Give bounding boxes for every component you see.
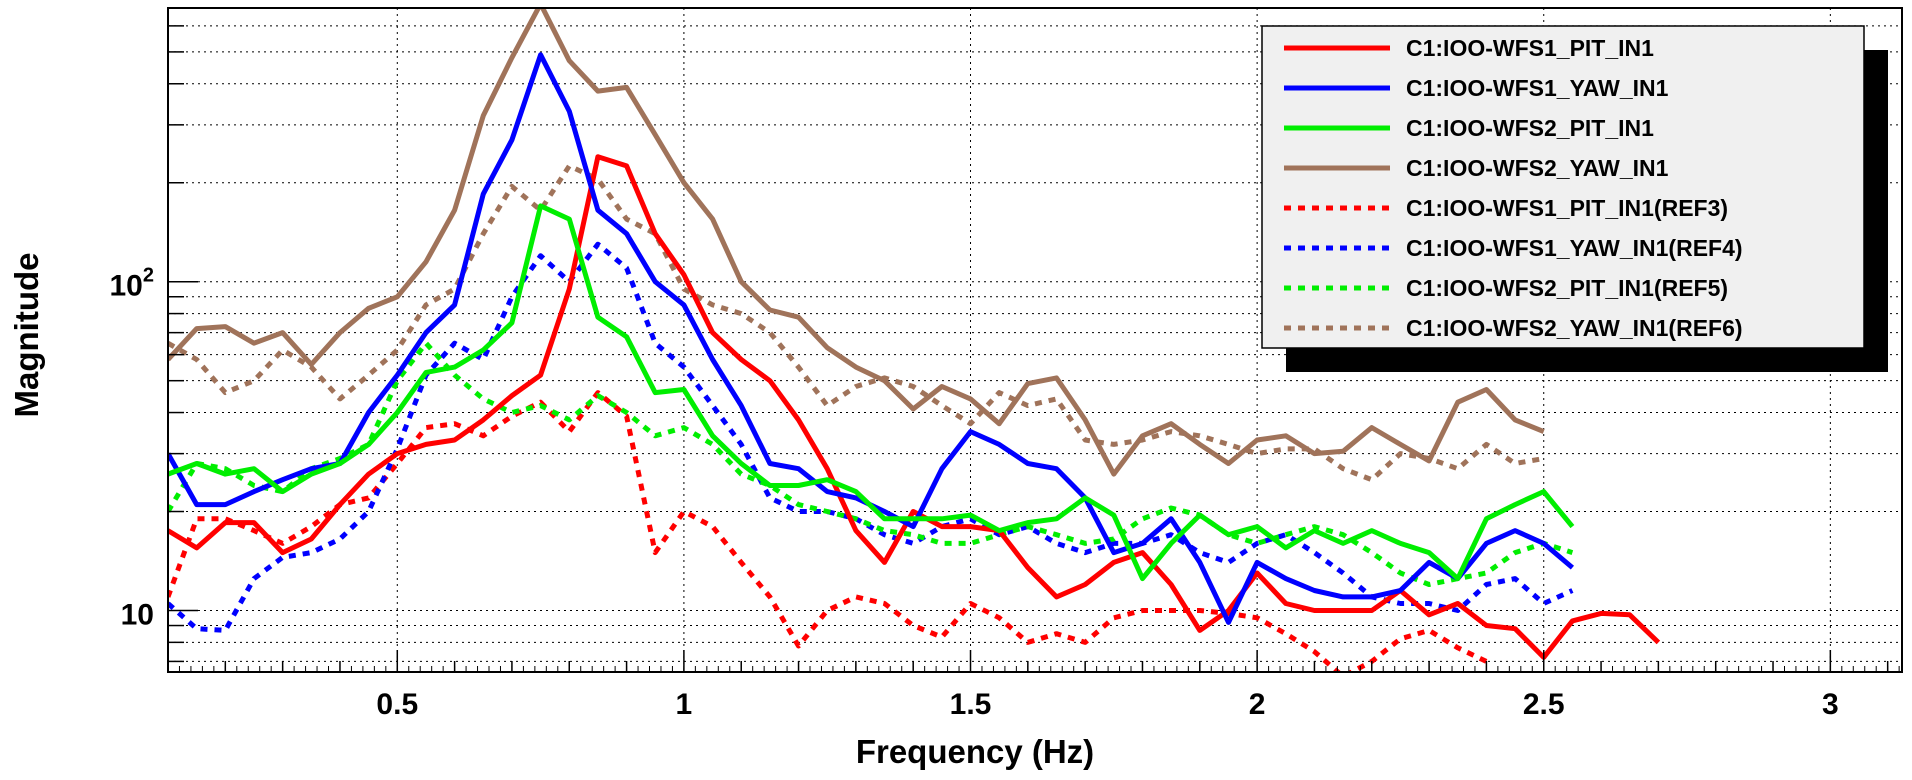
series-lines bbox=[168, 8, 1661, 672]
x-tick-label: 3 bbox=[1822, 688, 1839, 721]
legend-label: C1:IOO-WFS1_YAW_IN1 bbox=[1406, 75, 1669, 101]
legend-entries: C1:IOO-WFS1_PIT_IN1 C1:IOO-WFS1_YAW_IN1 C1… bbox=[1284, 35, 1743, 341]
series-line-c1-ioo-wfs1-pit-in1 bbox=[168, 154, 1661, 660]
y-tick-label: 102 bbox=[110, 265, 155, 303]
x-tick-label: 2.5 bbox=[1523, 688, 1565, 721]
x-tick-label: 1.5 bbox=[950, 688, 992, 721]
y-tick-label: 10 bbox=[121, 598, 154, 631]
x-tick-label: 1 bbox=[676, 688, 693, 721]
legend-label: C1:IOO-WFS2_YAW_IN1 bbox=[1406, 155, 1669, 181]
x-tick-label: 2 bbox=[1249, 688, 1266, 721]
legend: C1:IOO-WFS1_PIT_IN1 C1:IOO-WFS1_YAW_IN1 C1… bbox=[1261, 25, 1888, 372]
y-axis-title: Magnitude bbox=[8, 253, 45, 418]
series-line-c1-ioo-wfs2-pit-in1 bbox=[168, 203, 1575, 582]
series-line-c1-ioo-wfs1-pit-in1-ref3- bbox=[168, 390, 1488, 672]
axis-ticks bbox=[167, 25, 1900, 672]
legend-label: C1:IOO-WFS2_YAW_IN1(REF6) bbox=[1406, 315, 1743, 341]
series-line-c1-ioo-wfs1-yaw-in1-ref4- bbox=[168, 241, 1574, 633]
series-line-c1-ioo-wfs2-yaw-in1-ref6- bbox=[168, 163, 1545, 483]
y-tick-base: 10 bbox=[110, 270, 143, 303]
y-tick-base: 10 bbox=[121, 598, 154, 631]
legend-box bbox=[1261, 25, 1865, 349]
legend-label: C1:IOO-WFS1_PIT_IN1(REF3) bbox=[1406, 195, 1728, 221]
legend-label: C1:IOO-WFS1_YAW_IN1(REF4) bbox=[1406, 235, 1743, 261]
series-line-c1-ioo-wfs2-yaw-in1 bbox=[168, 8, 1545, 477]
x-axis-title: Frequency (Hz) bbox=[856, 733, 1094, 770]
legend-label: C1:IOO-WFS2_PIT_IN1 bbox=[1406, 115, 1654, 141]
legend-label: C1:IOO-WFS2_PIT_IN1(REF5) bbox=[1406, 275, 1728, 301]
legend-label: C1:IOO-WFS1_PIT_IN1 bbox=[1406, 35, 1654, 61]
y-tick-exponent: 2 bbox=[143, 265, 154, 287]
plot-frame bbox=[167, 7, 1903, 673]
x-tick-label: 0.5 bbox=[376, 688, 418, 721]
series-line-c1-ioo-wfs2-pit-in1-ref5- bbox=[168, 340, 1574, 587]
